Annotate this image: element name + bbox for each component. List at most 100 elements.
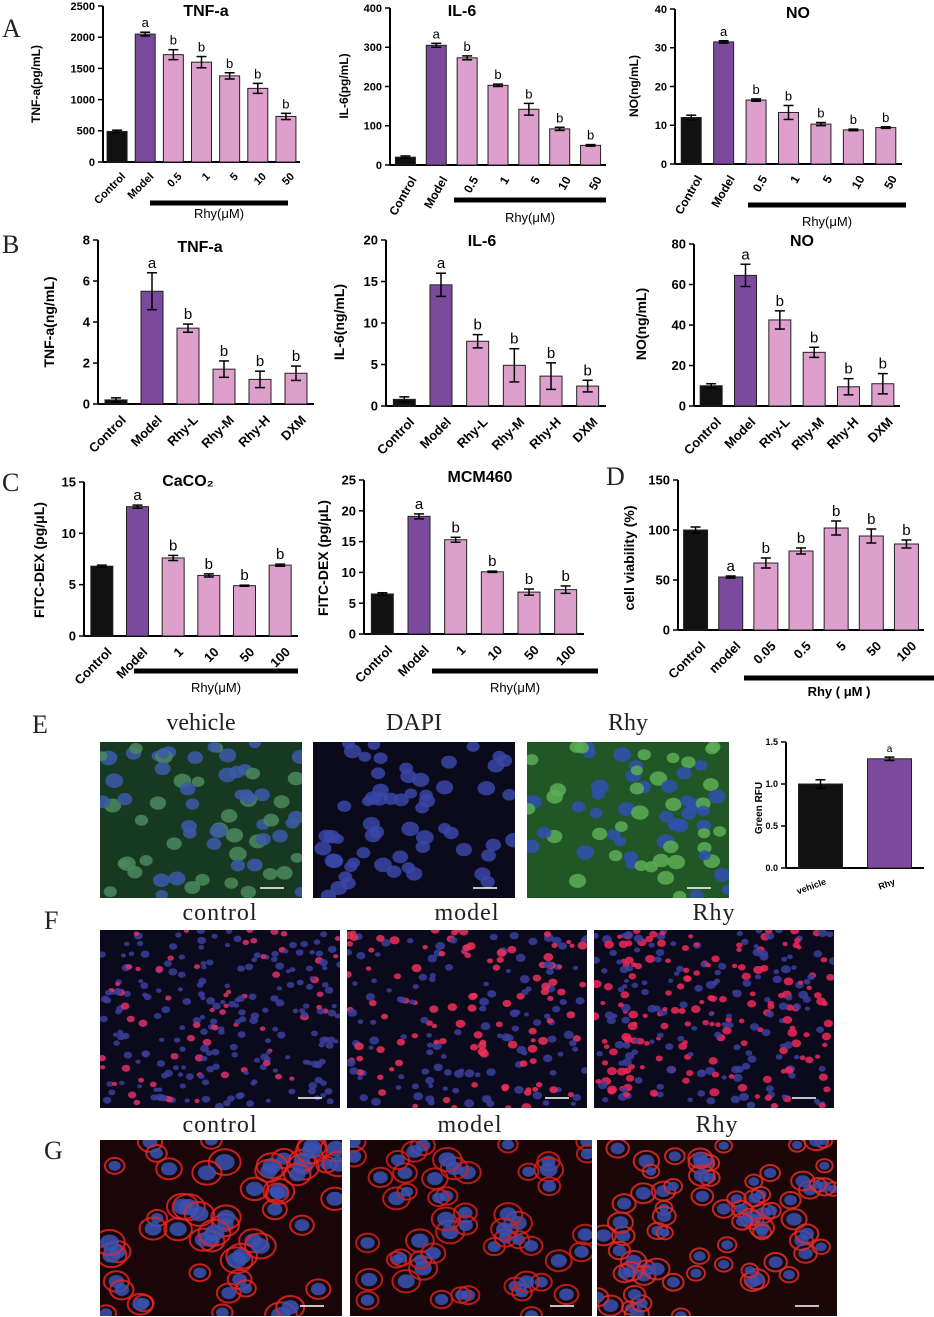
cell-membrane — [759, 1163, 781, 1183]
micrograph-e-dapi — [313, 742, 515, 898]
cell-nucleus — [376, 1074, 384, 1080]
cell-nucleus — [260, 1053, 269, 1061]
cell-nucleus — [289, 941, 297, 949]
cell-nucleus — [140, 950, 150, 958]
bar-Model — [734, 274, 757, 407]
cell-nucleus — [191, 776, 205, 787]
cell-nucleus — [514, 1085, 524, 1094]
cell-nucleus — [668, 978, 674, 983]
cell-membrane — [199, 1140, 223, 1150]
x-tick-label: 50 — [863, 638, 884, 659]
group-label: Rhy(μM) — [191, 680, 241, 695]
cell-nucleus — [296, 979, 304, 986]
cell-nucleus — [307, 1087, 316, 1095]
cell-nucleus — [815, 1242, 827, 1252]
cell-nucleus — [248, 742, 261, 749]
cell-nucleus — [486, 1068, 496, 1077]
cell-nucleus — [270, 956, 278, 963]
cell-nucleus — [620, 1087, 628, 1093]
significance-letter: b — [832, 503, 840, 520]
cell-nucleus — [703, 778, 719, 791]
cell-nucleus — [254, 788, 270, 802]
cell-nucleus — [796, 945, 802, 950]
cell-nucleus — [246, 858, 263, 872]
cell-nucleus — [543, 1013, 551, 1019]
cell-nucleus — [782, 941, 788, 947]
cell-nucleus — [356, 952, 366, 960]
panel-letter-a: A — [2, 14, 21, 43]
cell-nucleus — [325, 1041, 334, 1049]
cell-nucleus — [523, 1012, 529, 1017]
cell-nucleus — [100, 795, 111, 809]
cell-nucleus — [576, 845, 594, 860]
cell-nucleus — [639, 1065, 645, 1070]
cell-nucleus — [807, 974, 815, 981]
cell-nucleus — [211, 1024, 217, 1030]
cell-nucleus — [438, 950, 446, 957]
x-tick-label: Model — [395, 642, 432, 679]
cell-nucleus — [220, 1071, 230, 1079]
cell-nucleus — [819, 1161, 830, 1170]
cell-nucleus — [787, 1028, 798, 1037]
chart-title: IL-6 — [448, 3, 477, 20]
y-tick-label: 10 — [342, 565, 356, 580]
y-tick-label: 200 — [364, 81, 382, 93]
cell-nucleus — [483, 981, 489, 987]
cell-nucleus — [784, 1194, 797, 1206]
cell-nucleus — [177, 987, 184, 992]
cell-nucleus — [170, 1052, 179, 1060]
cell-nucleus — [572, 1035, 581, 1042]
cell-nucleus — [113, 988, 123, 996]
cell-nucleus — [534, 1276, 548, 1288]
chart-title: NO — [786, 5, 810, 22]
bar-50 — [580, 144, 602, 166]
cell-nucleus — [781, 1094, 788, 1099]
cell-nucleus — [736, 931, 743, 937]
cell-nucleus — [224, 983, 231, 989]
cell-nucleus — [778, 1002, 788, 1010]
cell-nucleus — [125, 964, 133, 970]
y-tick-label: 0 — [69, 629, 76, 644]
y-tick-label: 1.0 — [765, 779, 778, 789]
cell-nucleus — [496, 1222, 513, 1236]
cell-nucleus — [689, 889, 704, 898]
cell-nucleus — [713, 868, 729, 882]
cell-nucleus — [136, 1084, 143, 1089]
x-tick-label: 5 — [228, 171, 241, 184]
cell-nucleus — [280, 931, 288, 937]
cell-nucleus — [761, 1029, 771, 1037]
x-tick-label: vehicle — [795, 877, 827, 897]
x-tick-label: Control — [352, 642, 395, 685]
cell-nucleus — [411, 1033, 419, 1039]
cell-nucleus — [183, 930, 190, 933]
cell-nucleus — [672, 818, 689, 833]
significance-letter: b — [510, 331, 518, 348]
cell-nucleus — [418, 973, 428, 981]
cell-nucleus — [149, 1081, 157, 1088]
cell-membrane — [664, 1147, 686, 1166]
bar-1 — [778, 111, 799, 165]
cell-nucleus — [197, 936, 207, 945]
x-tick-label: 1 — [497, 174, 513, 187]
cell-nucleus — [818, 1073, 828, 1081]
cell-nucleus — [682, 1077, 690, 1084]
cell-nucleus — [118, 856, 136, 871]
cell-nucleus — [156, 1060, 166, 1067]
cell-nucleus — [201, 1079, 210, 1086]
cell-nucleus — [143, 993, 152, 1001]
cell-nucleus — [469, 1043, 479, 1051]
cell-nucleus — [121, 1064, 131, 1072]
cell-nucleus — [347, 940, 354, 947]
y-axis-label: NO(ng/mL) — [627, 55, 641, 117]
cell-nucleus — [543, 931, 552, 938]
x-tick-label: 0.5 — [750, 173, 771, 195]
cell-nucleus — [201, 1055, 208, 1062]
cell-nucleus — [415, 802, 429, 814]
cell-membrane — [553, 1283, 580, 1306]
cell-membrane — [780, 1208, 808, 1231]
cell-nucleus — [388, 1191, 405, 1206]
y-tick-label: 0 — [663, 623, 670, 638]
cell-nucleus — [570, 1101, 576, 1106]
cell-nucleus — [790, 930, 800, 935]
cell-nucleus — [752, 948, 763, 957]
